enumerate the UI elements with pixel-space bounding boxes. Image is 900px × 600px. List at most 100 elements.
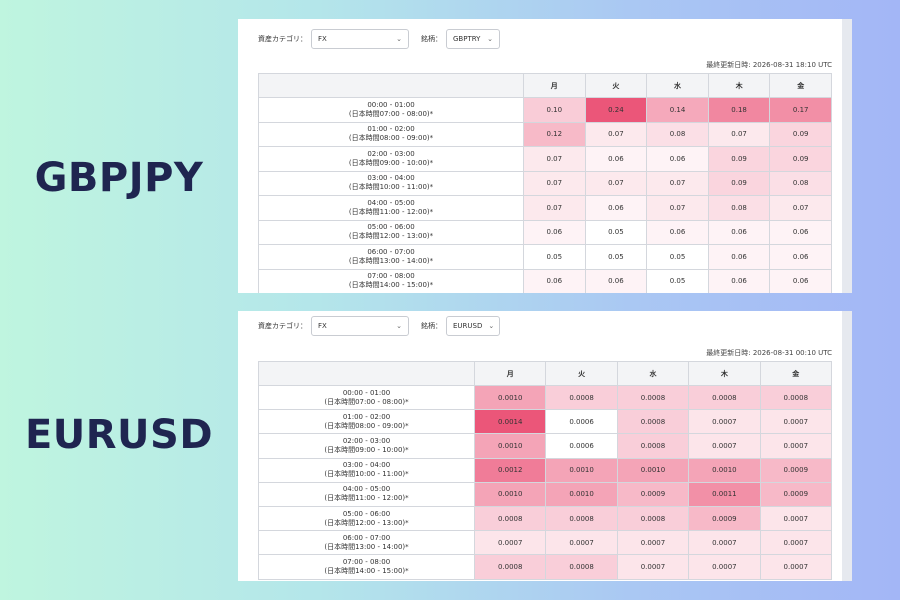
time-range-cell: 03:00 - 04:00 (日本時間10:00 - 11:00)*: [258, 170, 524, 196]
table-row: 01:00 - 02:00 (日本時間08:00 - 09:00)* 0.0014 0…: [258, 409, 833, 435]
volatility-cell: 0.09: [769, 146, 832, 172]
table-row: 06:00 - 07:00 (日本時間13:00 - 14:00)* 0.0007 0…: [258, 530, 833, 556]
chevron-down-icon: ⌄: [396, 35, 402, 43]
table-row: 00:00 - 01:00 (日本時間07:00 - 08:00)* 0.0010 0…: [258, 384, 833, 411]
time-range-cell: 00:00 - 01:00 (日本時間07:00 - 08:00)*: [258, 384, 475, 411]
volatility-cell: 0.0012: [473, 457, 547, 483]
table-row: 05:00 - 06:00 (日本時間12:00 - 13:00)* 0.06 0.0…: [258, 219, 832, 245]
symbol-label: 銘柄：: [421, 35, 442, 43]
last-updated: 最終更新日時: 2026-08-31 00:10 UTC: [706, 349, 832, 357]
volatility-cell: 0.12: [523, 121, 586, 147]
volatility-cell: 0.0007: [473, 530, 547, 556]
jst-time-range: (日本時間09:00 - 10:00)*: [324, 445, 409, 454]
category-select[interactable]: FX ⌄: [311, 29, 409, 49]
utc-time-range: 05:00 - 06:00: [342, 509, 391, 518]
volatility-cell: 0.05: [584, 219, 648, 245]
time-range-cell: 02:00 - 03:00 (日本時間09:00 - 10:00)*: [258, 433, 475, 459]
volatility-cell: 0.06: [707, 244, 771, 270]
volatility-cell: 0.09: [769, 121, 832, 147]
table-header-row: 月火水木金: [258, 361, 833, 386]
volatility-cell: 0.0009: [688, 505, 761, 532]
volatility-cell: 0.0007: [688, 530, 761, 556]
time-range-cell: 01:00 - 02:00 (日本時間08:00 - 09:00)*: [258, 409, 475, 435]
utc-time-range: 03:00 - 04:00: [367, 174, 415, 183]
volatility-cell: 0.05: [646, 244, 709, 270]
table-row: 03:00 - 04:00 (日本時間10:00 - 11:00)* 0.0012 0…: [258, 457, 833, 483]
table-row: 05:00 - 06:00 (日本時間12:00 - 13:00)* 0.0008 0…: [258, 505, 833, 532]
volatility-cell: 0.0008: [688, 384, 761, 411]
last-updated: 最終更新日時: 2026-08-31 18:10 UTC: [706, 61, 832, 69]
volatility-cell: 0.06: [707, 219, 771, 245]
day-header: 木: [688, 361, 761, 386]
chevron-down-icon: ⌄: [487, 35, 493, 43]
jst-time-range: (日本時間12:00 - 13:00)*: [348, 232, 434, 241]
jst-time-range: (日本時間07:00 - 08:00)*: [324, 397, 409, 406]
volatility-cell: 0.0014: [473, 409, 547, 435]
volatility-cell: 0.0007: [545, 530, 618, 556]
symbol-select[interactable]: EURUSD ⌄: [446, 316, 500, 336]
volatility-cell: 0.0009: [759, 457, 833, 483]
table-row: 07:00 - 08:00 (日本時間14:00 - 15:00)* 0.0008 0…: [258, 554, 833, 580]
table-row: 00:00 - 01:00 (日本時間07:00 - 08:00)* 0.10 0.2…: [258, 97, 832, 123]
utc-time-range: 06:00 - 07:00: [367, 247, 415, 256]
table-row: 04:00 - 05:00 (日本時間11:00 - 12:00)* 0.07 0.0…: [258, 195, 832, 221]
jst-time-range: (日本時間08:00 - 09:00)*: [324, 421, 409, 430]
chevron-down-icon: ⌄: [488, 322, 495, 330]
header-corner: [258, 73, 524, 98]
volatility-cell: 0.0006: [545, 433, 618, 459]
day-header: 水: [646, 73, 709, 98]
jst-time-range: (日本時間09:00 - 10:00)*: [348, 158, 434, 167]
utc-time-range: 01:00 - 02:00: [342, 412, 391, 421]
volatility-cell: 0.0007: [759, 409, 833, 435]
volatility-cell: 0.07: [584, 121, 648, 147]
time-range-cell: 02:00 - 03:00 (日本時間09:00 - 10:00)*: [258, 146, 524, 172]
jst-time-range: (日本時間11:00 - 12:00)*: [348, 207, 434, 216]
category-value: FX: [318, 322, 327, 330]
volatility-cell: 0.08: [769, 170, 832, 196]
volatility-cell: 0.08: [707, 195, 771, 221]
volatility-cell: 0.06: [769, 219, 832, 245]
day-header: 水: [616, 361, 690, 386]
time-range-cell: 00:00 - 01:00 (日本時間07:00 - 08:00)*: [258, 97, 524, 123]
volatility-cell: 0.07: [523, 146, 586, 172]
volatility-cell: 0.08: [646, 121, 709, 147]
day-header: 月: [523, 73, 586, 98]
jst-time-range: (日本時間07:00 - 08:00)*: [348, 109, 434, 118]
utc-time-range: 07:00 - 08:00: [367, 272, 415, 281]
category-select[interactable]: FX ⌄: [311, 316, 409, 336]
table-row: 03:00 - 04:00 (日本時間10:00 - 11:00)* 0.07 0.0…: [258, 170, 832, 196]
utc-time-range: 00:00 - 01:00: [367, 100, 415, 109]
volatility-cell: 0.18: [707, 97, 771, 123]
table-row: 02:00 - 03:00 (日本時間09:00 - 10:00)* 0.0010 0…: [258, 433, 833, 459]
volatility-cell: 0.06: [584, 195, 648, 221]
volatility-cell: 0.0010: [473, 433, 547, 459]
utc-time-range: 04:00 - 05:00: [342, 485, 391, 494]
volatility-cell: 0.0010: [688, 457, 761, 483]
volatility-cell: 0.06: [523, 219, 586, 245]
category-label: 資産カテゴリ：: [258, 322, 307, 330]
volatility-cell: 0.0008: [616, 433, 690, 459]
day-header: 木: [707, 73, 771, 98]
utc-time-range: 04:00 - 05:00: [367, 198, 415, 207]
volatility-cell: 0.05: [584, 244, 648, 270]
day-header: 金: [769, 73, 832, 98]
filter-toolbar: 資産カテゴリ： FX ⌄ 銘柄： GBPTRY ⌄: [258, 29, 500, 49]
volatility-cell: 0.0007: [688, 554, 761, 580]
jst-time-range: (日本時間10:00 - 11:00)*: [348, 183, 434, 192]
volatility-cell: 0.0006: [545, 409, 618, 435]
time-range-cell: 05:00 - 06:00 (日本時間12:00 - 13:00)*: [258, 505, 475, 532]
volatility-cell: 0.07: [769, 195, 832, 221]
utc-time-range: 05:00 - 06:00: [367, 223, 415, 232]
utc-time-range: 02:00 - 03:00: [367, 149, 415, 158]
utc-time-range: 00:00 - 01:00: [342, 388, 391, 397]
volatility-cell: 0.0008: [616, 384, 690, 411]
pair-label-top: GBPJPY: [34, 155, 204, 201]
table-row: 01:00 - 02:00 (日本時間08:00 - 09:00)* 0.12 0.0…: [258, 121, 832, 147]
utc-time-range: 01:00 - 02:00: [367, 125, 415, 134]
volatility-cell: 0.0007: [759, 505, 833, 532]
symbol-select[interactable]: GBPTRY ⌄: [446, 29, 500, 49]
table-row: 02:00 - 03:00 (日本時間09:00 - 10:00)* 0.07 0.0…: [258, 146, 832, 172]
time-range-cell: 05:00 - 06:00 (日本時間12:00 - 13:00)*: [258, 219, 524, 245]
volatility-cell: 0.0009: [616, 481, 690, 507]
volatility-cell: 0.06: [646, 219, 709, 245]
